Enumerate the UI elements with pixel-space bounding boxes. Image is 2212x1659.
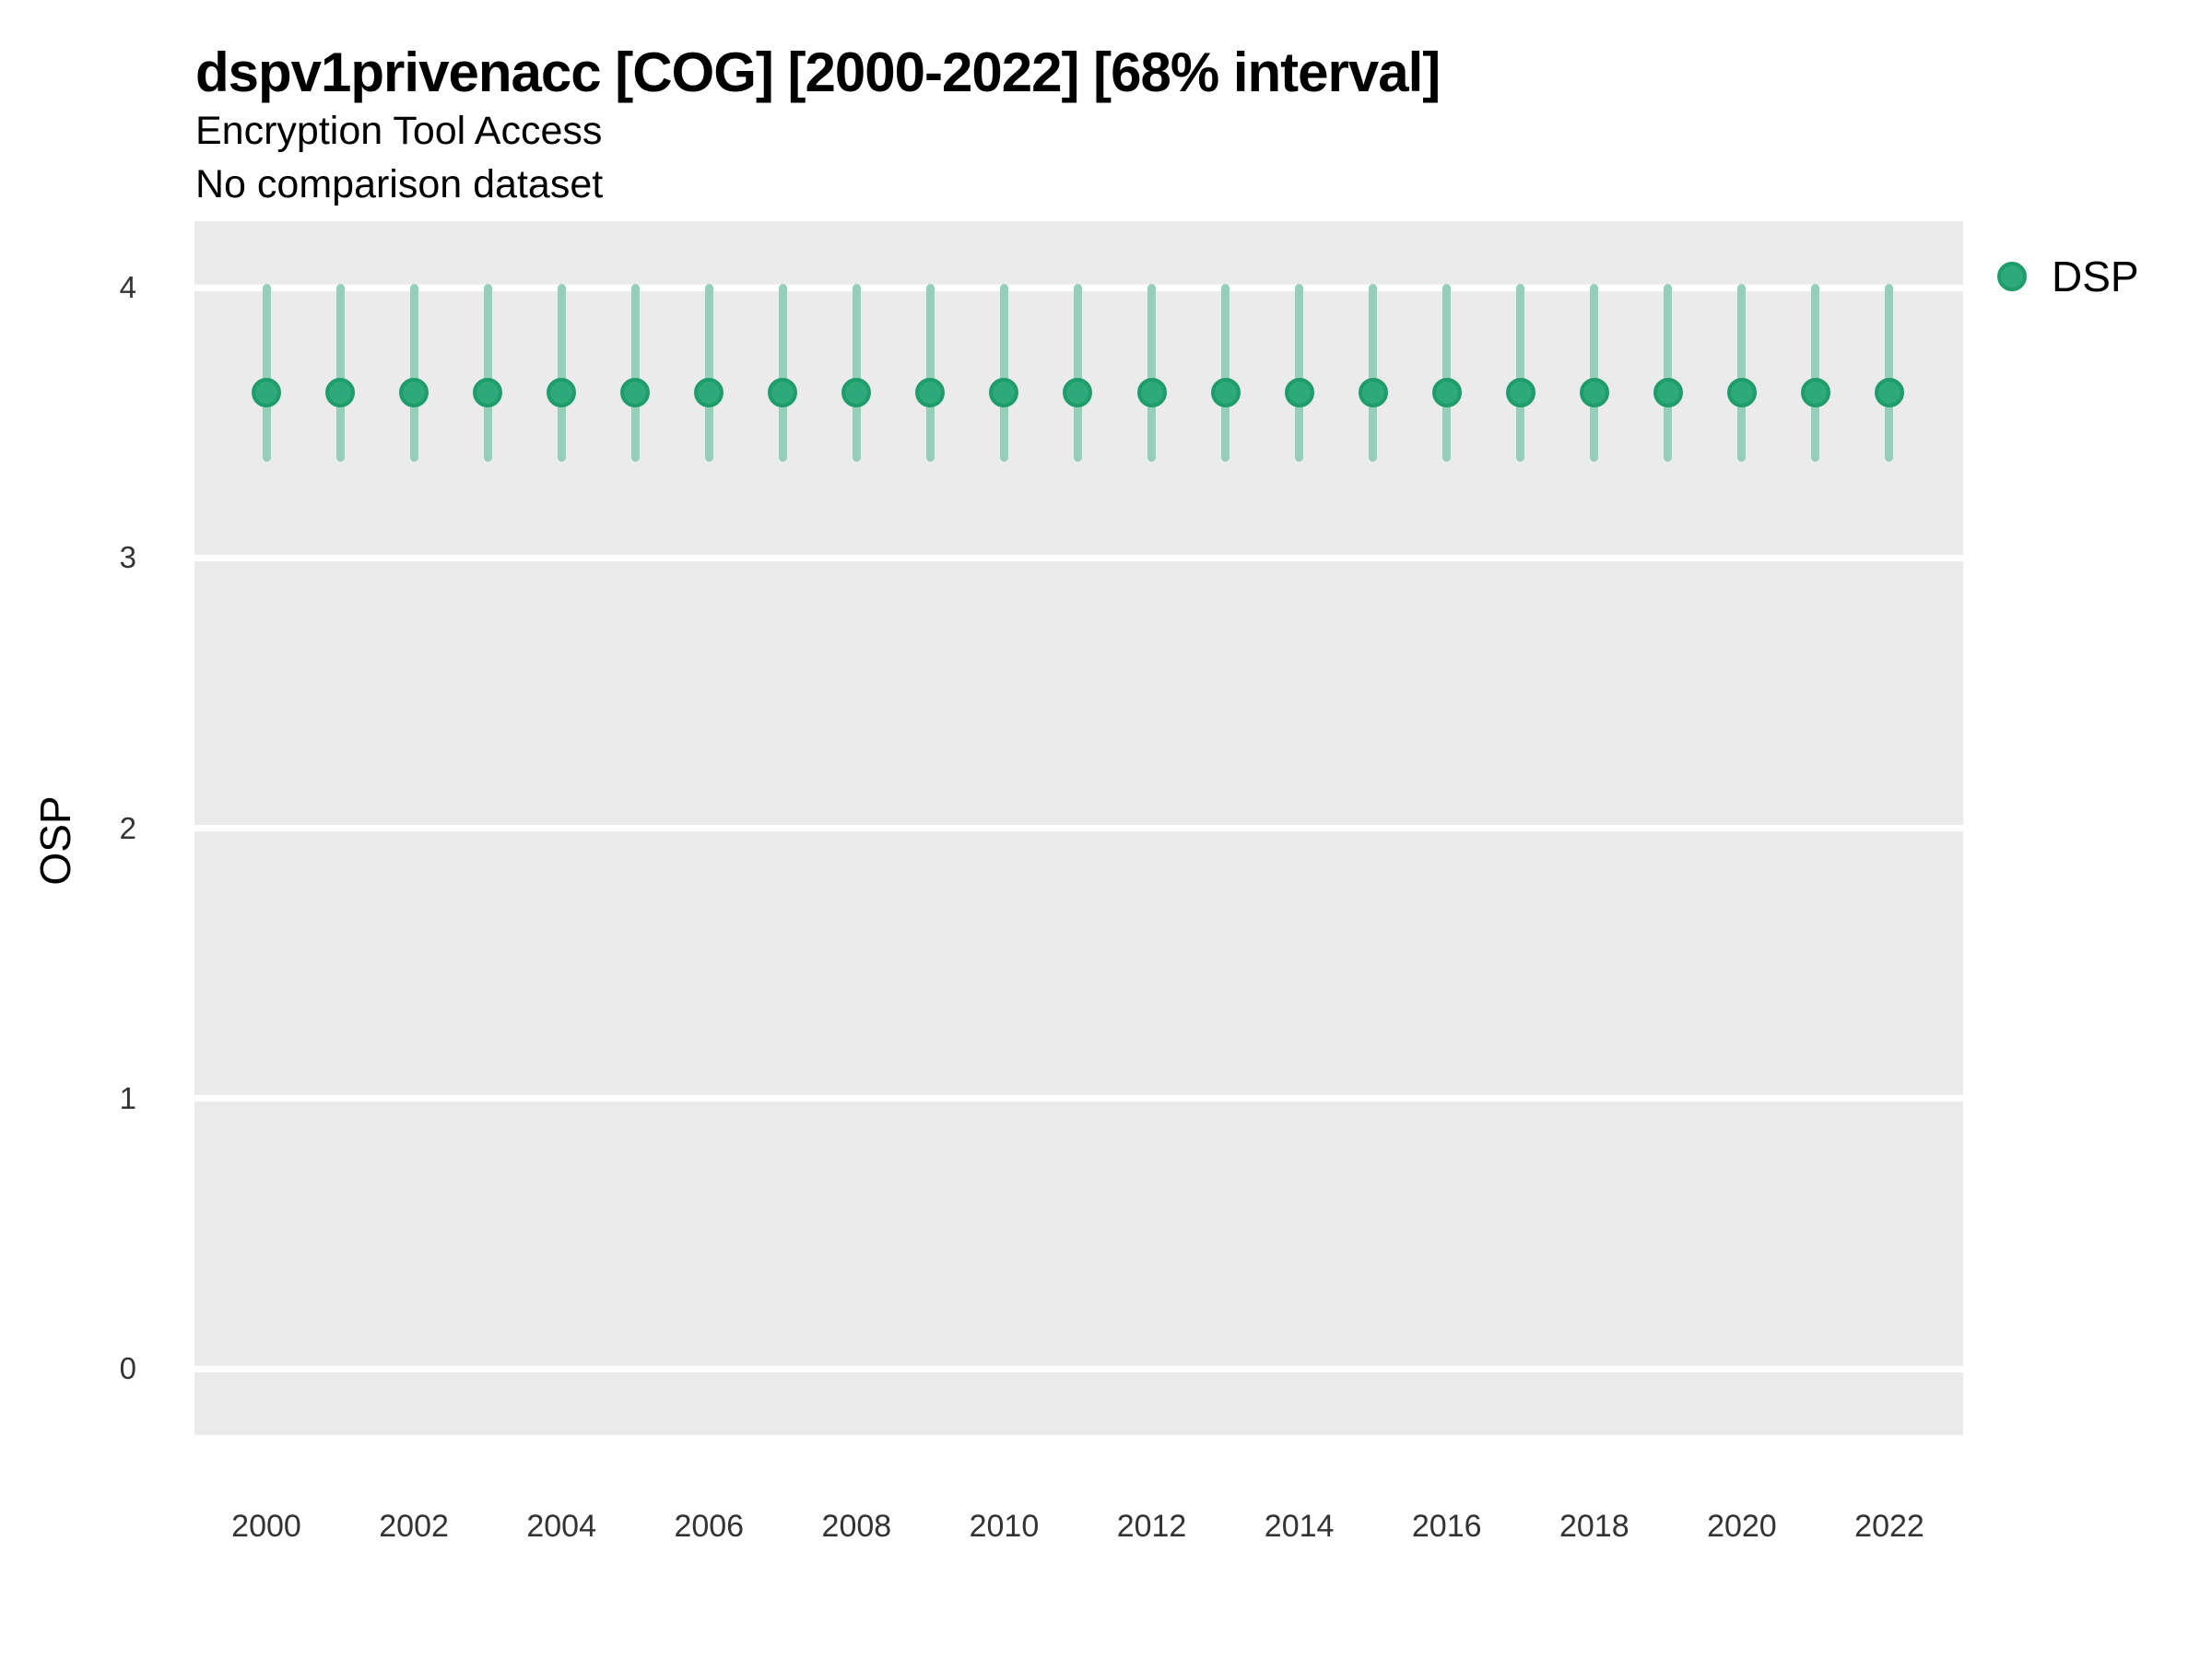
point-DSP-2016 (1431, 378, 1462, 408)
interval-bar-2015 (1369, 283, 1378, 463)
interval-bar-2014 (1295, 283, 1304, 463)
gridline-y-0 (194, 1365, 1963, 1372)
x-tick-label-2018: 2018 (1559, 1509, 1630, 1544)
gridline-y-3 (194, 554, 1963, 561)
point-DSP-2000 (252, 378, 281, 408)
y-tick-label-1: 1 (119, 1080, 136, 1115)
plot-title: dspv1privenacc [COG] [2000-2022] [68% in… (195, 41, 1441, 103)
point-DSP-2015 (1358, 378, 1388, 408)
point-DSP-2006 (694, 378, 724, 408)
point-DSP-2017 (1505, 378, 1535, 408)
point-DSP-2001 (325, 378, 356, 408)
interval-bar-2002 (409, 283, 418, 463)
point-DSP-2007 (768, 378, 798, 408)
point-DSP-2018 (1579, 378, 1609, 408)
plot-panel (194, 221, 1963, 1435)
x-tick-label-2022: 2022 (1854, 1509, 1924, 1544)
interval-bar-2001 (335, 283, 345, 463)
point-DSP-2008 (841, 378, 872, 408)
interval-bar-2022 (1885, 283, 1894, 463)
x-tick-label-2010: 2010 (969, 1509, 1040, 1544)
point-DSP-2013 (1210, 378, 1241, 408)
gridline-y-1 (194, 1095, 1963, 1102)
interval-bar-2013 (1221, 283, 1230, 463)
interval-bar-2006 (704, 283, 713, 463)
interval-bar-2011 (1073, 283, 1082, 463)
point-DSP-2010 (989, 378, 1019, 408)
interval-bar-2008 (852, 283, 861, 463)
point-DSP-2020 (1726, 378, 1757, 408)
point-DSP-2014 (1284, 378, 1314, 408)
x-tick-label-2002: 2002 (379, 1509, 449, 1544)
y-tick-label-3: 3 (119, 540, 136, 575)
x-tick-label-2008: 2008 (821, 1509, 892, 1544)
legend-series-label: DSP (2052, 253, 2139, 300)
interval-bar-2020 (1737, 283, 1747, 463)
point-DSP-2022 (1874, 378, 1904, 408)
x-tick-label-2014: 2014 (1264, 1509, 1335, 1544)
x-tick-label-2012: 2012 (1116, 1509, 1187, 1544)
interval-bar-2009 (925, 283, 935, 463)
point-DSP-2009 (915, 378, 946, 408)
y-tick-label-0: 0 (119, 1351, 136, 1385)
gridline-y-2 (194, 825, 1963, 831)
legend-point-icon (1997, 262, 2027, 291)
y-axis-title: OSP (31, 795, 79, 886)
y-tick-label-4: 4 (119, 270, 136, 304)
interval-bar-2018 (1590, 283, 1599, 463)
point-DSP-2002 (399, 378, 429, 408)
interval-bar-2010 (999, 283, 1008, 463)
point-DSP-2003 (473, 378, 503, 408)
point-DSP-2021 (1800, 378, 1830, 408)
legend: DSP (1994, 253, 2206, 300)
interval-bar-2016 (1442, 283, 1452, 463)
plot-comparison-note: No comparison dataset (195, 162, 604, 206)
plot-subtitle: Encryption Tool Access (195, 109, 603, 153)
interval-bar-2007 (778, 283, 787, 463)
point-DSP-2011 (1063, 378, 1093, 408)
interval-bar-2000 (262, 283, 271, 463)
x-tick-label-2004: 2004 (526, 1509, 596, 1544)
point-DSP-2005 (620, 378, 651, 408)
interval-bar-2003 (483, 283, 492, 463)
interval-bar-2021 (1811, 283, 1820, 463)
point-DSP-2012 (1136, 378, 1167, 408)
x-tick-label-2016: 2016 (1411, 1509, 1482, 1544)
interval-bar-2004 (557, 283, 566, 463)
point-DSP-2004 (547, 378, 577, 408)
x-tick-label-2000: 2000 (231, 1509, 301, 1544)
interval-bar-2005 (630, 283, 640, 463)
x-tick-label-2006: 2006 (674, 1509, 745, 1544)
x-tick-label-2020: 2020 (1707, 1509, 1777, 1544)
interval-bar-2017 (1516, 283, 1525, 463)
point-DSP-2019 (1653, 378, 1683, 408)
y-tick-label-2: 2 (119, 810, 136, 845)
interval-bar-2019 (1664, 283, 1673, 463)
interval-bar-2012 (1147, 283, 1157, 463)
